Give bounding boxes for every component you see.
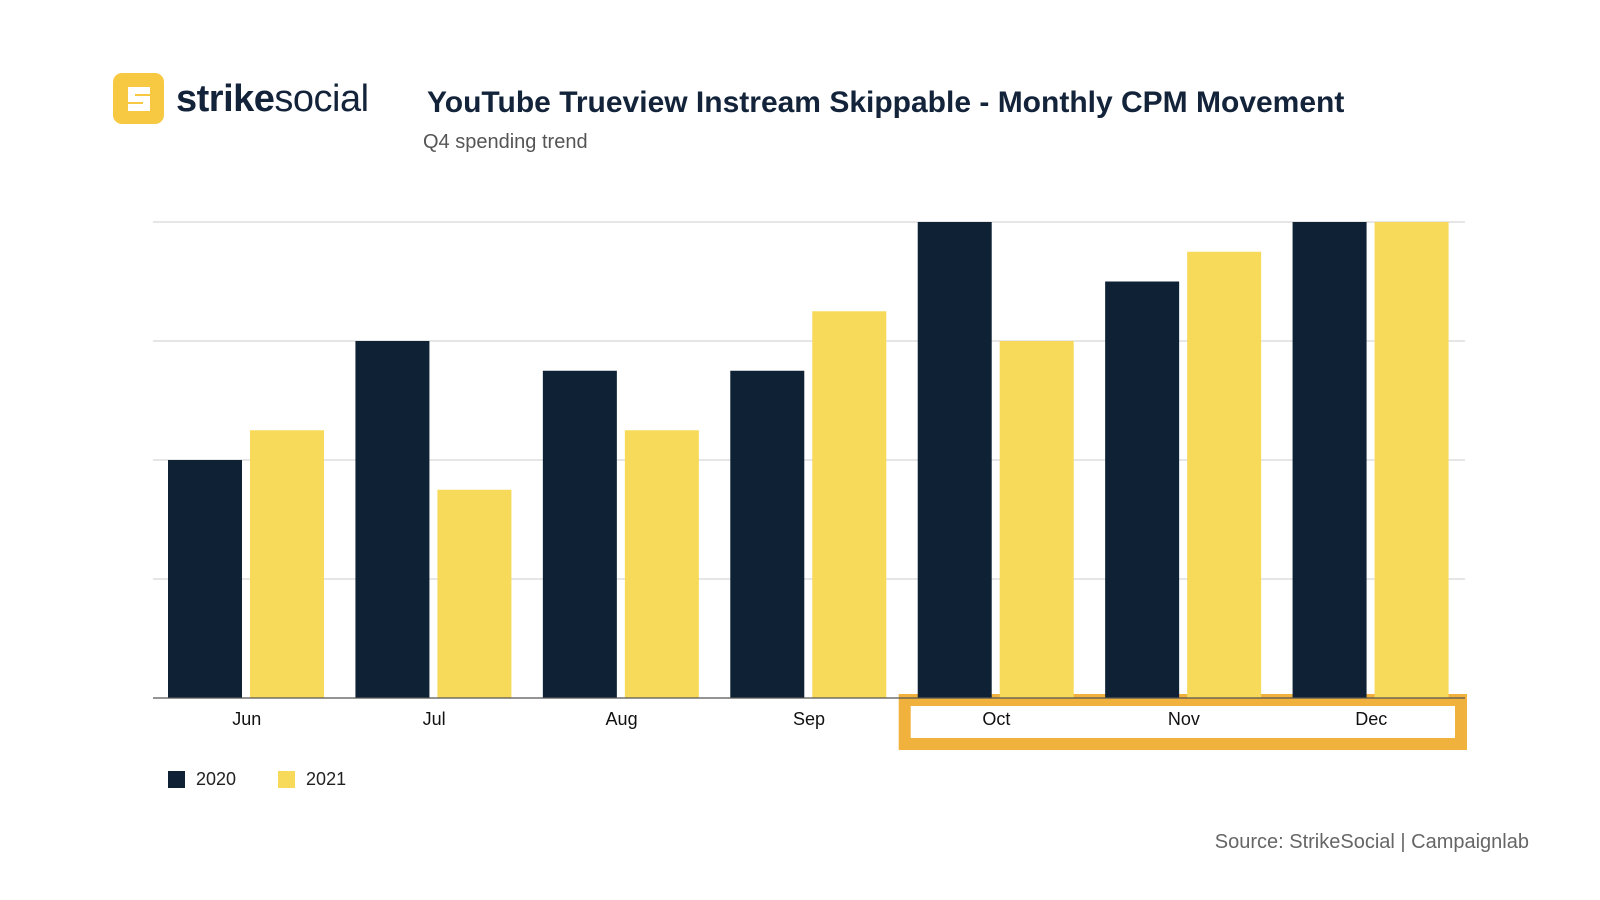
bar-2021-dec [1374, 222, 1449, 698]
x-tick-label-dec: Dec [1355, 709, 1387, 729]
logo-wordmark-social: social [274, 77, 369, 120]
bar-2021-aug [624, 430, 699, 698]
x-tick-label-sep: Sep [793, 709, 825, 729]
strikesocial-logo-icon [113, 73, 164, 124]
bar-2021-oct [999, 341, 1074, 698]
legend-swatch-2021 [278, 771, 296, 788]
x-tick-label-jul: Jul [423, 709, 446, 729]
x-tick-label-aug: Aug [606, 709, 638, 729]
bar-2021-jul [437, 489, 512, 698]
bar-2021-sep [812, 311, 887, 698]
x-tick-label-oct: Oct [982, 709, 1010, 729]
x-tick-label-jun: Jun [232, 709, 261, 729]
brand-logo: strikesocial [113, 73, 369, 124]
legend-swatch-2020 [168, 771, 185, 788]
bar-2020-dec [1292, 222, 1367, 698]
x-tick-label-nov: Nov [1168, 709, 1200, 729]
legend-item-2021: 2021 [278, 769, 346, 790]
bar-2020-jun [168, 460, 242, 698]
bar-2020-oct [917, 222, 992, 698]
legend-label-2020: 2020 [196, 769, 237, 789]
bar-2020-nov [1105, 281, 1180, 698]
logo-s-glyph [127, 86, 150, 111]
bar-2021-nov [1187, 251, 1262, 698]
q4-highlight-box [898, 694, 1467, 750]
logo-wordmark-strike: strike [176, 77, 275, 120]
bar-2020-sep [730, 370, 805, 698]
bar-2020-jul [355, 341, 430, 698]
legend-label-2021: 2021 [306, 769, 347, 789]
logo-wordmark: strikesocial [176, 80, 369, 118]
chart-legend: 2020 2021 [168, 769, 388, 790]
bar-2021-jun [250, 430, 324, 698]
source-note: Source: StrikeSocial | Campaignlab [1214, 831, 1529, 853]
chart-subtitle: Q4 spending trend [423, 131, 588, 153]
bar-2020-aug [542, 370, 617, 698]
legend-item-2020: 2020 [168, 769, 236, 790]
chart-title: YouTube Trueview Instream Skippable - Mo… [427, 86, 1345, 119]
